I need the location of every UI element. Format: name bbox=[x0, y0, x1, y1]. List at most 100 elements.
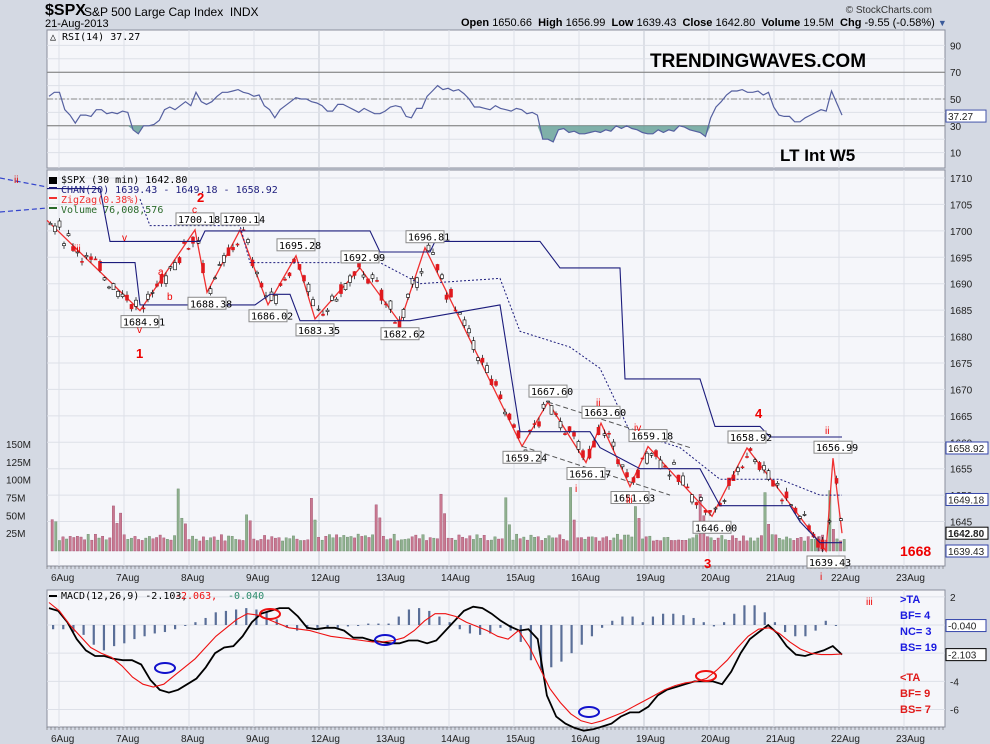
svg-text:1639.43: 1639.43 bbox=[809, 558, 851, 569]
volume-bar bbox=[760, 535, 763, 552]
volume-bar bbox=[425, 540, 428, 552]
candlestick bbox=[150, 292, 155, 294]
wave-label: v bbox=[137, 325, 142, 336]
crossover-marker bbox=[578, 706, 600, 718]
channel-upper bbox=[47, 188, 842, 438]
volume-bar bbox=[756, 537, 760, 552]
volume-bar bbox=[93, 533, 97, 552]
close-value: 1642.80 bbox=[715, 17, 756, 29]
volume-bar bbox=[493, 536, 497, 552]
volume-bar bbox=[558, 534, 562, 552]
volume-bar bbox=[201, 536, 205, 552]
candlestick bbox=[201, 263, 205, 274]
macd-histogram-bar bbox=[438, 616, 441, 625]
volume-bar bbox=[115, 523, 119, 552]
volume-bar bbox=[648, 535, 652, 552]
macd-histogram-bar bbox=[113, 625, 116, 647]
svg-text:1651.63: 1651.63 bbox=[613, 494, 655, 505]
price-y-tick: 1710 bbox=[950, 174, 973, 185]
volume-bar bbox=[349, 536, 353, 552]
volume-bar bbox=[659, 540, 663, 552]
macd-value-tag bbox=[945, 619, 987, 633]
candlestick bbox=[406, 293, 410, 298]
volume-bar bbox=[479, 538, 482, 552]
change-value: -9.55 (-0.58%) bbox=[864, 17, 935, 29]
svg-text:-2.103: -2.103 bbox=[948, 651, 977, 662]
zigzag-price-label bbox=[405, 230, 445, 244]
candlestick bbox=[654, 450, 658, 457]
x-axis-label: 19Aug bbox=[636, 734, 665, 744]
channel-lower bbox=[100, 262, 842, 544]
macd-histogram-bar bbox=[377, 623, 380, 625]
macd-histogram-bar bbox=[773, 622, 777, 625]
volume-bar bbox=[320, 539, 324, 552]
volume-bar bbox=[302, 540, 306, 552]
volume-bar bbox=[245, 514, 248, 552]
volume-bar bbox=[335, 534, 338, 552]
volume-bar bbox=[165, 539, 169, 552]
volume-bar bbox=[230, 536, 234, 552]
macd-histogram-bar bbox=[529, 625, 533, 661]
wave-label: i bbox=[575, 484, 577, 495]
volume-bar bbox=[644, 536, 648, 552]
macd-histogram-bar bbox=[682, 615, 685, 625]
volume-bar bbox=[767, 524, 771, 552]
ta-plus-stat: BS= 19 bbox=[900, 642, 937, 654]
ohlc-summary: Open 1650.66 High 1656.99 Low 1639.43 Cl… bbox=[461, 17, 947, 29]
volume-bar bbox=[75, 536, 79, 552]
security-full-name: S&P 500 Large Cap Index bbox=[84, 5, 224, 19]
macd-histogram-bar bbox=[346, 625, 350, 627]
candlestick bbox=[516, 430, 521, 439]
macd-histogram-bar bbox=[123, 625, 126, 644]
x-axis-label: 9Aug bbox=[246, 734, 269, 744]
volume-bar bbox=[832, 529, 835, 552]
price-y-tick: 1690 bbox=[950, 280, 973, 291]
volume-bar bbox=[781, 539, 785, 552]
volume-bar bbox=[183, 523, 187, 552]
candlestick bbox=[48, 223, 53, 226]
volume-bar bbox=[101, 536, 105, 552]
candlestick bbox=[302, 275, 306, 282]
candlestick bbox=[306, 283, 311, 293]
price-y-tick: 1670 bbox=[950, 385, 973, 396]
volume-bar bbox=[216, 539, 220, 552]
volume-bar bbox=[144, 537, 148, 552]
volume-y-tick: 75M bbox=[6, 494, 25, 505]
volume-bar bbox=[526, 539, 529, 552]
macd-histogram-bar bbox=[550, 625, 553, 668]
candlestick bbox=[807, 525, 811, 530]
macd-histogram-bar bbox=[468, 625, 472, 634]
volume-bar bbox=[540, 540, 544, 552]
target-label: 1668 bbox=[900, 543, 931, 559]
candlestick bbox=[217, 264, 222, 266]
volume-bar bbox=[468, 535, 472, 552]
volume-bar bbox=[346, 536, 349, 552]
volume-bar bbox=[486, 540, 490, 552]
volume-bar bbox=[299, 540, 302, 552]
ta-minus-stat: BS= 7 bbox=[900, 704, 931, 716]
volume-bar bbox=[288, 538, 292, 552]
x-axis-label: 22Aug bbox=[831, 734, 860, 744]
wave-label: ii bbox=[596, 398, 600, 409]
svg-text:1696.81: 1696.81 bbox=[408, 233, 450, 244]
price-y-tick: 1685 bbox=[950, 306, 973, 317]
candlestick bbox=[287, 272, 292, 277]
wave-label: LT Int W5 bbox=[780, 146, 855, 165]
candlestick bbox=[699, 497, 703, 501]
x-axis-label: 22Aug bbox=[831, 573, 860, 584]
x-axis-label: 14Aug bbox=[441, 734, 470, 744]
candlestick bbox=[640, 457, 645, 460]
volume-bar bbox=[158, 534, 162, 552]
volume-bar bbox=[338, 537, 342, 552]
zigzag-price-label bbox=[502, 450, 542, 464]
volume-bar bbox=[536, 536, 540, 552]
ta-plus-stat: >TA bbox=[900, 594, 920, 606]
macd-histogram-bar bbox=[784, 625, 787, 633]
macd-histogram-bar bbox=[163, 625, 167, 633]
chevron-down-icon[interactable]: ▼ bbox=[937, 18, 947, 28]
candlestick bbox=[616, 459, 620, 465]
volume-bar bbox=[191, 535, 194, 552]
candlestick bbox=[321, 313, 325, 316]
volume-bar bbox=[223, 540, 227, 552]
volume-bar bbox=[421, 534, 425, 552]
